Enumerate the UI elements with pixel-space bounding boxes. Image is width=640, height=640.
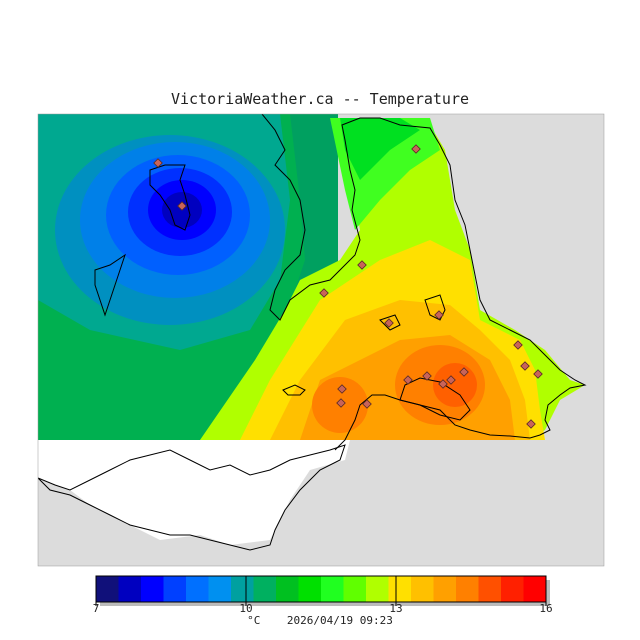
station-marker	[403, 375, 413, 385]
legend-swatch	[501, 576, 524, 602]
station-marker	[411, 144, 421, 154]
map-title: VictoriaWeather.ca -- Temperature	[170, 90, 469, 108]
station-marker	[434, 310, 444, 320]
legend-swatch	[478, 576, 502, 602]
legend-swatch	[118, 576, 142, 602]
legend-swatch	[388, 576, 412, 602]
station-marker	[319, 288, 329, 298]
legend-tick: 16	[539, 602, 553, 615]
station-marker	[526, 419, 536, 429]
legend-swatch	[343, 576, 367, 602]
station-marker	[422, 371, 432, 381]
station-marker	[520, 361, 530, 371]
station-marker	[384, 318, 394, 328]
legend-tick: 7	[92, 602, 100, 615]
station-marker	[438, 379, 448, 389]
station-marker	[362, 399, 372, 409]
legend-swatch	[523, 576, 547, 602]
station-marker	[459, 367, 469, 377]
legend-swatch	[186, 576, 209, 602]
legend-swatch	[253, 576, 277, 602]
legend-timestamp: 2026/04/19 09:23	[286, 614, 393, 627]
legend-swatch	[433, 576, 457, 602]
legend-caption: °C 2026/04/19 09:23	[0, 614, 640, 627]
legend-tick: 10	[239, 602, 253, 615]
legend-swatch	[96, 576, 119, 602]
contour-east	[200, 118, 585, 440]
legend-unit: °C	[247, 614, 261, 627]
station-marker	[513, 340, 523, 350]
station-marker	[533, 369, 543, 379]
station-marker	[337, 384, 347, 394]
legend-swatch	[208, 576, 232, 602]
station-marker	[446, 375, 456, 385]
legend-swatch	[411, 576, 434, 602]
station-marker	[336, 398, 346, 408]
legend-swatch	[141, 576, 164, 602]
map-frame	[37, 113, 605, 567]
legend-swatch	[456, 576, 479, 602]
legend-swatch	[163, 576, 187, 602]
legend-swatch	[231, 576, 254, 602]
legend-swatch	[366, 576, 389, 602]
southern-land	[38, 440, 350, 545]
weather-stations	[153, 144, 543, 429]
legend-tick: 13	[389, 602, 403, 615]
coastlines	[38, 114, 587, 551]
station-marker	[357, 260, 367, 270]
station-marker	[153, 158, 163, 168]
legend-color-bar	[95, 575, 550, 606]
contour-west	[38, 114, 338, 440]
legend-swatch	[298, 576, 322, 602]
station-marker	[177, 201, 187, 211]
legend-swatch	[321, 576, 344, 602]
legend-swatch	[276, 576, 299, 602]
